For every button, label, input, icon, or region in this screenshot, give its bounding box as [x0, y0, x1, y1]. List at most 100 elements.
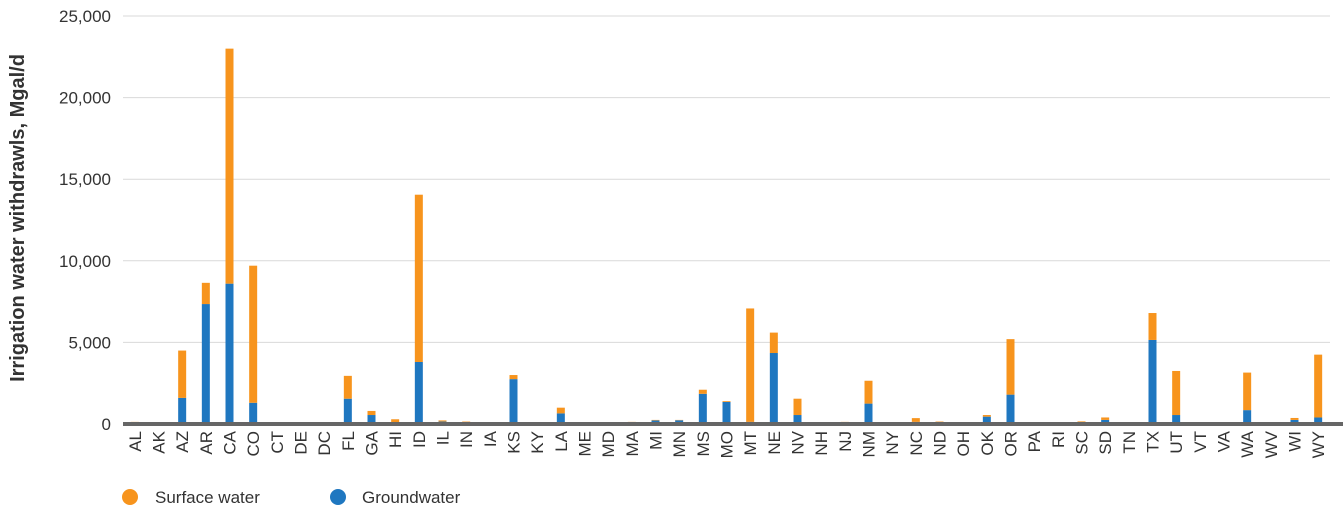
bar-groundwater-ca: [225, 283, 234, 424]
bar-groundwater-mo: [722, 401, 731, 424]
bar-surface-water-ms: [698, 389, 707, 394]
x-tick-label-nj: NJ: [836, 431, 855, 452]
x-tick-label-me: ME: [576, 431, 595, 457]
y-axis-ticks: 0 5,000 10,000 15,000 20,000 25,000: [59, 7, 111, 434]
x-tick-label-tx: TX: [1144, 431, 1163, 453]
bar-surface-water-mt: [746, 308, 755, 422]
bar-surface-water-co: [249, 265, 258, 403]
bar-groundwater-tx: [1148, 339, 1157, 424]
x-tick-label-ne: NE: [765, 431, 784, 455]
x-tick-label-ks: KS: [505, 431, 524, 454]
x-tick-label-ny: NY: [883, 431, 902, 455]
bar-surface-water-ne: [769, 332, 778, 354]
bar-groundwater-wa: [1243, 410, 1252, 424]
bar-surface-water-wy: [1314, 354, 1323, 418]
x-tick-label-al: AL: [126, 431, 145, 452]
bar-surface-water-wi: [1290, 417, 1299, 420]
bar-surface-water-la: [556, 407, 565, 414]
x-tick-label-il: IL: [434, 431, 453, 445]
y-tick-label: 20,000: [59, 89, 111, 108]
legend: Surface water Groundwater: [122, 488, 461, 507]
x-tick-label-wa: WA: [1238, 430, 1257, 457]
bar-surface-water-or: [1006, 339, 1015, 395]
x-tick-label-wy: WY: [1309, 431, 1328, 458]
x-tick-label-wi: WI: [1286, 431, 1305, 452]
bar-groundwater-nm: [864, 403, 873, 424]
x-tick-label-ia: IA: [481, 430, 500, 447]
bar-groundwater-id: [414, 361, 423, 424]
bar-groundwater-ga: [367, 415, 376, 424]
x-tick-label-ok: OK: [978, 430, 997, 455]
bar-groundwater-ks: [509, 379, 518, 424]
x-tick-label-wv: WV: [1262, 430, 1281, 458]
x-tick-label-in: IN: [457, 431, 476, 448]
x-tick-label-va: VA: [1215, 430, 1234, 452]
bar-groundwater-wi: [1290, 419, 1299, 424]
x-tick-label-fl: FL: [339, 431, 358, 451]
x-tick-label-nd: ND: [931, 431, 950, 456]
bar-surface-water-nm: [864, 380, 873, 404]
x-tick-label-de: DE: [292, 431, 311, 455]
bar-surface-water-tx: [1148, 313, 1157, 340]
x-tick-label-nh: NH: [812, 431, 831, 456]
y-tick-label: 15,000: [59, 170, 111, 189]
legend-item-surface-water: Surface water: [122, 488, 260, 507]
bar-surface-water-fl: [343, 375, 352, 399]
x-tick-label-mt: MT: [741, 431, 760, 456]
bar-groundwater-ar: [201, 304, 210, 424]
x-tick-label-ms: MS: [694, 431, 713, 457]
bar-surface-water-nc: [911, 418, 920, 422]
x-tick-label-co: CO: [244, 431, 263, 457]
legend-swatch-groundwater: [330, 489, 346, 505]
x-tick-label-ca: CA: [221, 430, 240, 454]
bar-groundwater-sd: [1101, 419, 1110, 424]
x-tick-label-ri: RI: [1049, 431, 1068, 448]
bar-groundwater-ok: [982, 416, 991, 424]
bar-surface-water-il: [438, 420, 447, 422]
bar-groundwater-ne: [769, 353, 778, 424]
x-tick-label-ma: MA: [623, 430, 642, 456]
x-tick-label-hi: HI: [386, 431, 405, 448]
x-tick-label-la: LA: [552, 430, 571, 451]
x-tick-label-oh: OH: [954, 431, 973, 457]
y-tick-label: 25,000: [59, 7, 111, 26]
x-tick-label-tn: TN: [1120, 431, 1139, 454]
x-tick-label-or: OR: [1002, 431, 1021, 457]
legend-item-groundwater: Groundwater: [330, 488, 461, 507]
bars: [130, 48, 1323, 424]
x-tick-label-vt: VT: [1191, 431, 1210, 453]
x-tick-label-sd: SD: [1096, 431, 1115, 455]
x-tick-label-ut: UT: [1167, 431, 1186, 454]
legend-label-groundwater: Groundwater: [362, 488, 461, 507]
bar-surface-water-ks: [509, 375, 518, 380]
x-tick-label-md: MD: [599, 431, 618, 457]
bar-groundwater-fl: [343, 398, 352, 424]
x-tick-label-ga: GA: [363, 430, 382, 455]
y-tick-label: 10,000: [59, 252, 111, 271]
x-axis-labels: AL AK AZ AR CA CO CT DE DC FL GA HI ID IL IN IA KS KY LA ME…: [126, 430, 1328, 458]
bar-surface-water-ok: [982, 415, 991, 417]
bar-surface-water-ca: [225, 48, 234, 284]
x-tick-label-nm: NM: [860, 431, 879, 457]
bar-surface-water-sd: [1101, 417, 1110, 420]
bar-surface-water-nv: [793, 398, 802, 416]
x-tick-label-ar: AR: [197, 431, 216, 455]
x-tick-label-ky: KY: [528, 431, 547, 454]
bar-groundwater-wy: [1314, 417, 1323, 424]
legend-swatch-surface-water: [122, 489, 138, 505]
bar-surface-water-az: [178, 350, 187, 398]
y-tick-label: 0: [102, 415, 111, 434]
x-tick-label-nc: NC: [907, 431, 926, 456]
y-axis-title: Irrigation water withdrawls, Mgal/d: [7, 54, 29, 382]
x-tick-label-mn: MN: [670, 431, 689, 457]
x-tick-label-ak: AK: [150, 430, 169, 453]
bar-groundwater-or: [1006, 394, 1015, 424]
x-tick-label-id: ID: [410, 431, 429, 448]
x-tick-label-dc: DC: [315, 431, 334, 456]
x-tick-label-ct: CT: [268, 431, 287, 454]
bar-surface-water-ga: [367, 410, 376, 416]
bar-groundwater-nv: [793, 415, 802, 424]
bar-surface-water-mo: [722, 401, 731, 402]
bar-surface-water-wa: [1243, 372, 1252, 411]
